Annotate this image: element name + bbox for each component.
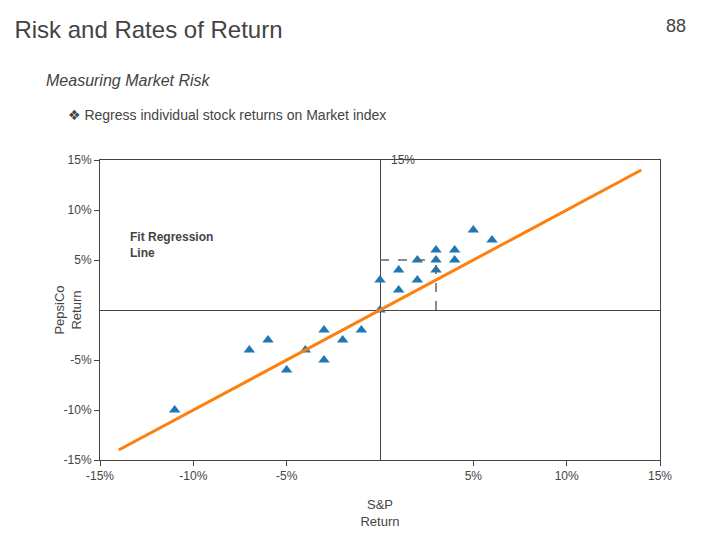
svg-text:S&PReturn: S&PReturn <box>360 497 399 529</box>
svg-text:88: 88 <box>666 16 686 36</box>
svg-text:Risk and Rates of Return: Risk and Rates of Return <box>14 16 282 43</box>
svg-text:-10%: -10% <box>179 469 207 483</box>
svg-text:-5%: -5% <box>70 353 92 367</box>
svg-text:5%: 5% <box>465 469 483 483</box>
svg-text:15%: 15% <box>391 153 415 167</box>
svg-text:Measuring Market Risk: Measuring Market Risk <box>46 72 211 89</box>
svg-text:-15%: -15% <box>64 453 92 467</box>
svg-text:❖ Regress individual stock ret: ❖ Regress individual stock returns on Ma… <box>68 107 386 123</box>
svg-text:-10%: -10% <box>64 403 92 417</box>
svg-text:10%: 10% <box>555 469 579 483</box>
svg-text:5%: 5% <box>74 253 92 267</box>
svg-text:-5%: -5% <box>276 469 298 483</box>
svg-text:15%: 15% <box>68 153 92 167</box>
svg-text:10%: 10% <box>68 203 92 217</box>
svg-text:15%: 15% <box>648 469 672 483</box>
svg-text:PepsiCoReturn: PepsiCoReturn <box>52 285 84 334</box>
svg-text:Fit RegressionLine: Fit RegressionLine <box>130 230 213 260</box>
svg-text:-15%: -15% <box>86 469 114 483</box>
